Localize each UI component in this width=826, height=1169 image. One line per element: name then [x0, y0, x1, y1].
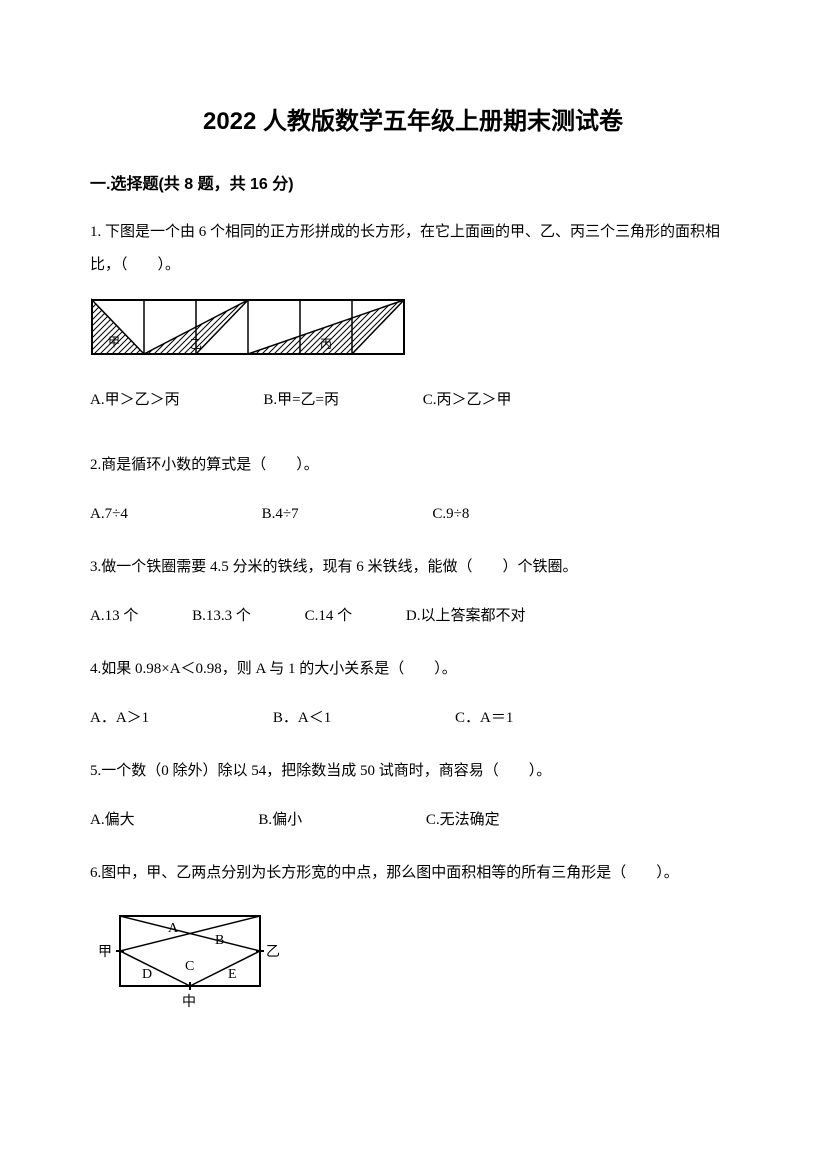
q1-option-a: A.甲＞乙＞丙	[90, 384, 180, 417]
q4-option-a: A．A＞1	[90, 702, 149, 735]
q1-option-b: B.甲=乙=丙	[263, 384, 339, 417]
question-5-options: A.偏大 B.偏小 C.无法确定	[90, 804, 736, 837]
q2-option-b: B.4÷7	[262, 498, 299, 531]
svg-text:丙: 丙	[320, 337, 332, 351]
q5-option-c: C.无法确定	[426, 804, 500, 837]
svg-text:A: A	[168, 921, 179, 936]
page-title: 2022 人教版数学五年级上册期末测试卷	[90, 100, 736, 143]
question-1-figure: 甲 乙 丙	[90, 298, 736, 360]
q4-option-b: B．A＜1	[273, 702, 331, 735]
q2-option-a: A.7÷4	[90, 498, 128, 531]
q2-option-c: C.9÷8	[432, 498, 469, 531]
question-3-options: A.13 个 B.13.3 个 C.14 个 D.以上答案都不对	[90, 600, 736, 633]
svg-text:C: C	[185, 959, 194, 974]
section-header: 一.选择题(共 8 题，共 16 分)	[90, 171, 736, 200]
question-4-options: A．A＞1 B．A＜1 C．A＝1	[90, 702, 736, 735]
question-5: 5.一个数（0 除外）除以 54，把除数当成 50 试商时，商容易（ ）。	[90, 755, 736, 788]
q3-option-d: D.以上答案都不对	[406, 600, 526, 633]
q3-option-a: A.13 个	[90, 600, 138, 633]
q4-option-c: C．A＝1	[455, 702, 513, 735]
q5-option-b: B.偏小	[258, 804, 302, 837]
question-2-options: A.7÷4 B.4÷7 C.9÷8	[90, 498, 736, 531]
question-2: 2.商是循环小数的算式是（ ）。	[90, 449, 736, 482]
svg-text:甲: 甲	[98, 945, 112, 960]
question-3: 3.做一个铁圈需要 4.5 分米的铁线，现有 6 米铁线，能做（ ）个铁圈。	[90, 551, 736, 584]
question-6: 6.图中，甲、乙两点分别为长方形宽的中点，那么图中面积相等的所有三角形是（ ）。	[90, 857, 736, 890]
svg-text:D: D	[142, 967, 152, 982]
q3-option-b: B.13.3 个	[192, 600, 251, 633]
svg-text:E: E	[228, 967, 237, 982]
svg-text:B: B	[215, 933, 224, 948]
svg-text:乙: 乙	[266, 944, 280, 960]
question-1: 1. 下图是一个由 6 个相同的正方形拼成的长方形，在它上面画的甲、乙、丙三个三…	[90, 216, 736, 282]
question-1-options: A.甲＞乙＞丙 B.甲=乙=丙 C.丙＞乙＞甲	[90, 384, 736, 417]
svg-text:甲: 甲	[108, 335, 120, 349]
question-6-figure: A B C D E 甲 乙 中	[90, 906, 736, 1021]
svg-text:中: 中	[182, 994, 196, 1010]
q1-option-c: C.丙＞乙＞甲	[423, 384, 512, 417]
svg-text:乙: 乙	[190, 337, 202, 351]
question-4: 4.如果 0.98×A＜0.98，则 A 与 1 的大小关系是（ ）。	[90, 653, 736, 686]
q5-option-a: A.偏大	[90, 804, 135, 837]
q3-option-c: C.14 个	[305, 600, 353, 633]
